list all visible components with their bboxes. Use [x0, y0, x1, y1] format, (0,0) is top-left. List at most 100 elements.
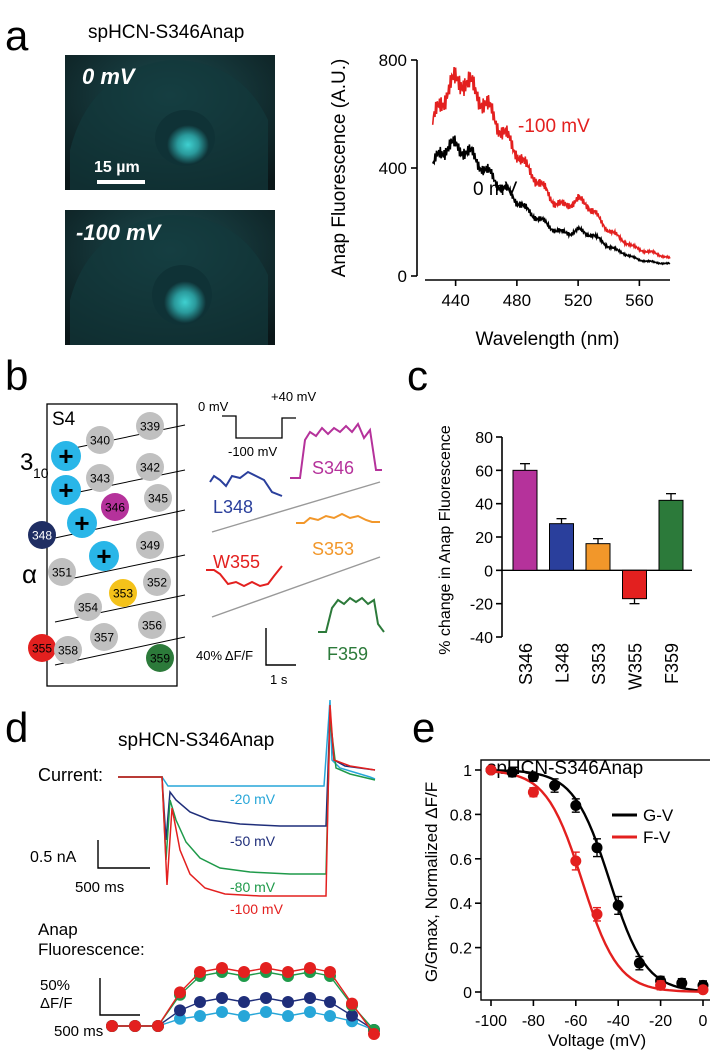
- residue-356: [138, 611, 166, 639]
- fluor-point: [194, 966, 206, 978]
- panel-a-construct-label: spHCN-S346Anap: [88, 22, 244, 43]
- fluor-point: [216, 1006, 228, 1018]
- data-point-G-V: [633, 957, 645, 969]
- bar-W355: [622, 569, 647, 600]
- fluor-point: [216, 992, 228, 1004]
- x-tick-label: S346: [516, 643, 536, 685]
- residue-label-339: 339: [140, 420, 160, 434]
- fluor-point: [106, 1020, 118, 1032]
- residue-label-345: 345: [148, 492, 168, 506]
- x-axis-label: Voltage (mV): [548, 1031, 646, 1050]
- protocol-step-label: -100 mV: [228, 444, 277, 459]
- fluor-point: [152, 1020, 164, 1032]
- fluor-point: [238, 1010, 250, 1022]
- residue-352: [143, 568, 171, 596]
- data-point-F-V: [697, 984, 709, 996]
- spectrum-chart: 440 480 520 560 0 400 800 Wavelength (nm) Anap F…: [329, 51, 671, 350]
- legend-label-G-V: G-V: [643, 806, 674, 825]
- residue-355: [28, 634, 56, 662]
- fluor-point: [304, 962, 316, 974]
- fit-curve-F-V: [490, 770, 704, 993]
- fluor-point: [346, 1009, 358, 1022]
- trace-l348: [209, 470, 283, 497]
- plot-frame: [480, 759, 710, 1001]
- current-traces: [118, 699, 376, 897]
- residue-label-346: 346: [105, 501, 125, 515]
- x-tick-label: F359: [662, 643, 682, 684]
- current-scale-bar: 0.5 nA 500 ms: [30, 840, 150, 896]
- voltage-label-minus80: -80 mV: [230, 879, 276, 895]
- data-point-G-V: [591, 842, 603, 854]
- fit-curve-G-V: [490, 769, 704, 992]
- fluorescence-traces: [106, 962, 380, 1040]
- data-point-G-V: [527, 771, 539, 783]
- y-tick-label: 0: [484, 563, 493, 580]
- series-label: 0 mV: [473, 179, 518, 200]
- y-tick-label: 400: [379, 159, 407, 178]
- data-point-G-V: [570, 800, 582, 812]
- plus-sign-icon: +: [96, 541, 111, 571]
- residue-359: [146, 644, 174, 672]
- fluor-label-line1: Anap: [38, 920, 78, 939]
- fluor-point: [260, 992, 272, 1004]
- panel-d-construct-label: spHCN-S346Anap: [118, 730, 274, 751]
- residue-351: [48, 558, 76, 586]
- residue-label-358: 358: [58, 644, 78, 658]
- fluor-point: [174, 1004, 186, 1017]
- y-axis-label: % change in Anap Fluorescence: [437, 425, 454, 655]
- scale-y-label: 40% ΔF/F: [196, 648, 253, 663]
- current-trace-minus20: [118, 699, 376, 787]
- panel-b-scale-bar: 40% ΔF/F 1 s: [196, 628, 296, 687]
- scale-bar-label: 15 µm: [94, 159, 140, 176]
- residue-357: [90, 623, 118, 651]
- charged-residue-4: [89, 541, 119, 571]
- label-alpha: α: [22, 559, 37, 589]
- x-tick-label: 0: [699, 1013, 708, 1030]
- y-tick-label: -40: [470, 630, 493, 647]
- residue-348: [28, 521, 56, 549]
- chart-title: spHCN-S346Anap: [487, 758, 643, 779]
- fluor-point: [260, 962, 272, 974]
- residue-label-340: 340: [90, 434, 110, 448]
- current-scale-label: 0.5 nA: [30, 849, 77, 866]
- data-point-F-V: [527, 786, 539, 798]
- bar-chart: -40 -20 0 20 40 60 80 % change in Anap Fluoresc…: [437, 425, 692, 690]
- label-3-10-subscript: 10: [33, 465, 49, 481]
- fluor-point: [346, 997, 358, 1010]
- fluor-point: [194, 996, 206, 1008]
- charged-residue-1: [51, 441, 81, 471]
- bar-F359: [658, 499, 684, 571]
- y-tick-label: 60: [475, 463, 493, 480]
- fluor-label-line2: Fluorescence:: [38, 940, 145, 959]
- protocol-post-label: +40 mV: [271, 389, 316, 404]
- x-tick-label: S353: [589, 643, 609, 685]
- plus-sign-icon: +: [58, 441, 73, 471]
- scale-x-label: 1 s: [270, 672, 288, 687]
- trace-s353: [296, 512, 380, 524]
- fluor-point: [174, 1012, 186, 1025]
- x-tick-label: -60: [564, 1013, 587, 1030]
- x-tick-label: 520: [564, 291, 592, 310]
- residue-354: [74, 593, 102, 621]
- y-tick-label: 0.8: [450, 807, 472, 824]
- current-label: Current:: [38, 765, 103, 785]
- bar-S346: [512, 469, 538, 571]
- charged-residue-2: [51, 475, 81, 505]
- fluor-point: [194, 1010, 206, 1022]
- fluor-point: [238, 966, 250, 978]
- residue-343: [86, 464, 114, 492]
- image-bottom-voltage-label: -100 mV: [76, 220, 163, 245]
- residue-345: [144, 484, 172, 512]
- residue-label-343: 343: [90, 472, 110, 486]
- fluor-point: [324, 966, 336, 978]
- x-tick-label: 440: [441, 291, 469, 310]
- fluor-point: [260, 1006, 272, 1018]
- residue-label-348: 348: [32, 529, 52, 543]
- divider-line-1: [211, 481, 381, 533]
- data-point-F-V: [485, 764, 497, 776]
- y-tick-label: 1: [463, 763, 472, 780]
- label-3-10: 3: [20, 449, 33, 476]
- fluor-point: [324, 996, 336, 1008]
- residue-label-359: 359: [150, 652, 170, 666]
- x-tick-label: L348: [553, 643, 573, 683]
